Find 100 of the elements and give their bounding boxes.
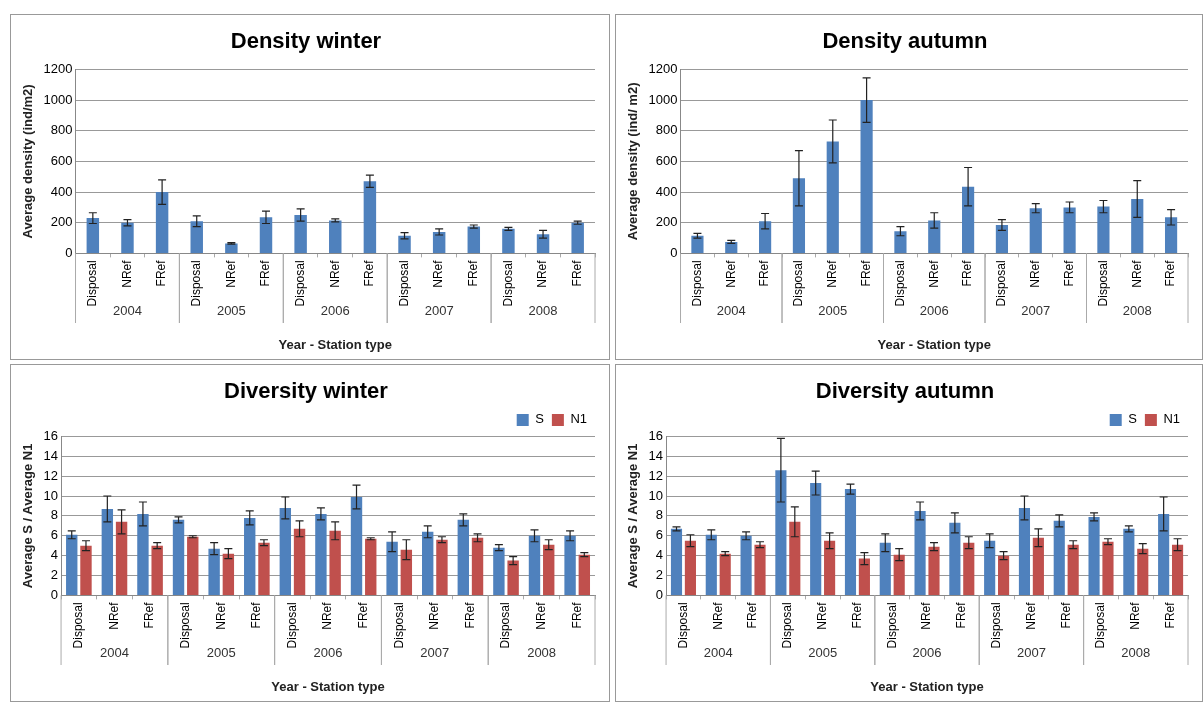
y-tick-label: 14 xyxy=(43,447,59,463)
bar xyxy=(467,226,481,253)
x-tick-label: Disposal xyxy=(994,260,1009,307)
y-axis-title: Average S / Average N1 xyxy=(625,443,641,589)
y-tick-label: 200 xyxy=(50,214,73,230)
x-tick-label: FRef xyxy=(462,601,477,629)
bar xyxy=(151,545,163,595)
x-tick-label: Disposal xyxy=(780,602,795,649)
y-tick-label: 6 xyxy=(655,527,664,543)
x-tick-label: Disposal xyxy=(396,260,411,307)
x-tick-label: Disposal xyxy=(1095,260,1110,307)
text: 2005 xyxy=(206,644,236,660)
bar xyxy=(400,549,413,595)
y-tick-label: 1200 xyxy=(648,60,678,76)
bar xyxy=(1164,217,1178,253)
y-axis-title: Average S / Average N1 xyxy=(20,443,36,589)
bar xyxy=(528,535,541,595)
bar xyxy=(121,222,134,253)
x-tick-label: Disposal xyxy=(498,602,513,649)
x-tick-label: FRef xyxy=(154,259,169,287)
x-tick-label: NRef xyxy=(919,601,934,630)
x-tick-label: NRef xyxy=(106,601,121,630)
y-tick-label: 2 xyxy=(655,567,664,583)
x-tick-label: NRef xyxy=(723,259,738,288)
bar xyxy=(792,178,806,253)
bar xyxy=(1171,544,1184,595)
bar xyxy=(858,558,870,595)
bar xyxy=(1067,544,1079,595)
text: 2006 xyxy=(313,644,343,660)
text: 2005 xyxy=(808,644,838,660)
bar xyxy=(844,489,857,595)
y-tick-label: 0 xyxy=(670,244,678,260)
y-tick-label: 600 xyxy=(50,152,73,168)
bar xyxy=(398,235,411,253)
x-tick-label: NRef xyxy=(1128,601,1143,630)
x-tick-label: Disposal xyxy=(292,260,307,307)
x-tick-label: FRef xyxy=(757,259,772,287)
legend-label: N1 xyxy=(1163,411,1181,427)
x-axis-title: Year - Station type xyxy=(877,336,991,352)
bar xyxy=(363,181,377,253)
bar xyxy=(172,519,185,595)
bar xyxy=(984,540,996,595)
bar xyxy=(740,535,752,595)
x-tick-label: FRef xyxy=(1162,601,1177,629)
bar xyxy=(1102,541,1114,595)
bar xyxy=(190,221,203,253)
text: 2008 xyxy=(528,302,558,318)
y-tick-label: 16 xyxy=(648,427,664,443)
legend-label: N1 xyxy=(570,411,588,427)
bar xyxy=(329,530,341,595)
bar xyxy=(1018,507,1031,595)
x-tick-label: NRef xyxy=(535,259,550,288)
bar xyxy=(995,225,1009,253)
x-tick-label: Disposal xyxy=(391,602,406,649)
x-tick-label: FRef xyxy=(1163,259,1178,287)
bar xyxy=(1131,198,1144,253)
bar xyxy=(824,540,836,595)
y-tick-label: 1200 xyxy=(43,60,73,76)
bar xyxy=(101,508,114,595)
x-tick-label: NRef xyxy=(926,259,941,288)
x-tick-label: NRef xyxy=(427,601,442,630)
y-tick-label: 0 xyxy=(655,586,664,602)
x-tick-label: NRef xyxy=(710,601,725,630)
y-tick-label: 400 xyxy=(50,183,73,199)
x-tick-label: FRef xyxy=(466,259,481,287)
y-tick-label: 10 xyxy=(648,487,664,503)
y-tick-label: 800 xyxy=(50,122,73,138)
text: 2008 xyxy=(1122,302,1152,318)
y-tick-label: 16 xyxy=(43,427,59,443)
x-tick-label: Disposal xyxy=(284,602,299,649)
x-tick-label: Disposal xyxy=(177,602,192,649)
y-axis-title: Average density (ind/m2) xyxy=(20,84,36,239)
bar xyxy=(1097,206,1110,253)
legend-label: S xyxy=(535,411,545,427)
text: 2006 xyxy=(919,302,949,318)
x-tick-label: FRef xyxy=(362,259,377,287)
x-tick-label: FRef xyxy=(1058,601,1073,629)
text: 2008 xyxy=(527,644,557,660)
text: 2007 xyxy=(420,644,450,660)
bar xyxy=(928,220,941,253)
bar xyxy=(928,546,940,595)
x-tick-label: Disposal xyxy=(71,602,86,649)
x-tick-label: FRef xyxy=(849,601,864,629)
x-tick-label: NRef xyxy=(119,259,134,288)
x-tick-label: FRef xyxy=(569,601,584,629)
x-tick-label: FRef xyxy=(954,601,969,629)
x-tick-label: Disposal xyxy=(675,602,690,649)
y-tick-label: 4 xyxy=(50,547,59,563)
x-tick-label: NRef xyxy=(814,601,829,630)
bar xyxy=(115,521,128,595)
x-tick-label: Disposal xyxy=(791,260,806,307)
text: 2006 xyxy=(320,302,350,318)
bar xyxy=(860,100,873,253)
bar xyxy=(86,218,100,253)
bar xyxy=(1063,207,1076,253)
x-tick-label: Disposal xyxy=(500,260,515,307)
bar xyxy=(1053,520,1065,595)
bar xyxy=(244,517,256,595)
x-tick-label: NRef xyxy=(1129,259,1144,288)
text: 2007 xyxy=(424,302,454,318)
